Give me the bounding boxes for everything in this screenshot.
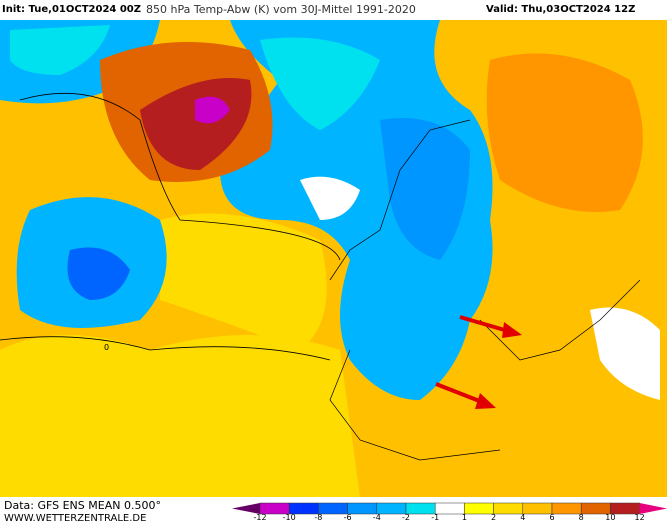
- cyan-region-northwest: [10, 25, 110, 75]
- legend-tick-label: -8: [314, 513, 323, 522]
- init-time: Init: Tue,01OCT2024 00Z: [2, 4, 142, 15]
- red-arrow-2: [435, 382, 496, 409]
- temperature-anomaly-map: 0: [0, 20, 667, 497]
- header: Init: Tue,01OCT2024 00Z 850 hPa Temp-Abw…: [0, 0, 667, 20]
- orange-region-russia: [486, 53, 643, 213]
- zero-contour-south: [0, 336, 331, 361]
- cyan-region-north: [260, 37, 380, 130]
- blue-region-scandinavia: [380, 118, 470, 260]
- legend-low-arrow: [232, 503, 260, 514]
- legend-tick-label: -4: [372, 513, 381, 522]
- legend-tick-label: 4: [520, 513, 526, 522]
- legend-tick-label: 10: [605, 513, 616, 522]
- legend-tick-label: 8: [578, 513, 584, 522]
- contour-label: 0: [104, 343, 109, 352]
- site-url: WWW.WETTERZENTRALE.DE: [4, 513, 147, 524]
- legend-tick-label: -6: [343, 513, 352, 522]
- legend-swatch: [464, 502, 494, 515]
- legend-swatch: [493, 502, 524, 515]
- legend-tick-label: 1: [461, 513, 467, 522]
- white-region: [300, 176, 360, 220]
- white-region-east: [590, 307, 660, 400]
- red-region-greenland: [140, 78, 252, 170]
- magenta-core: [195, 96, 230, 124]
- legend-swatch: [522, 502, 553, 515]
- legend-tick-label: -1: [431, 513, 440, 522]
- yellow-region-atlantic: [160, 213, 327, 350]
- deep-blue-core: [67, 247, 130, 300]
- legend-swatch: [434, 502, 465, 515]
- legend-tick-label: 2: [491, 513, 497, 522]
- data-source: Data: GFS ENS MEAN 0.500°: [4, 499, 161, 512]
- legend-tick-label: 6: [549, 513, 555, 522]
- legend-tick-label: 12: [634, 513, 645, 522]
- zero-contour: [19, 92, 341, 261]
- red-arrow-1: [459, 315, 522, 338]
- valid-time: Valid: Thu,03OCT2024 12Z: [486, 4, 636, 15]
- legend-tick-label: -12: [253, 513, 267, 522]
- coastlines: [329, 119, 641, 461]
- legend-tick-label: -10: [282, 513, 296, 522]
- legend-tick-label: -2: [402, 513, 410, 522]
- legend-swatch: [551, 502, 582, 515]
- legend-high-arrow: [639, 503, 667, 514]
- map-title: 850 hPa Temp-Abw (K) vom 30J-Mittel 1991…: [146, 3, 416, 16]
- yellow-region-south: [0, 335, 360, 497]
- blue-region-europe: [220, 20, 493, 400]
